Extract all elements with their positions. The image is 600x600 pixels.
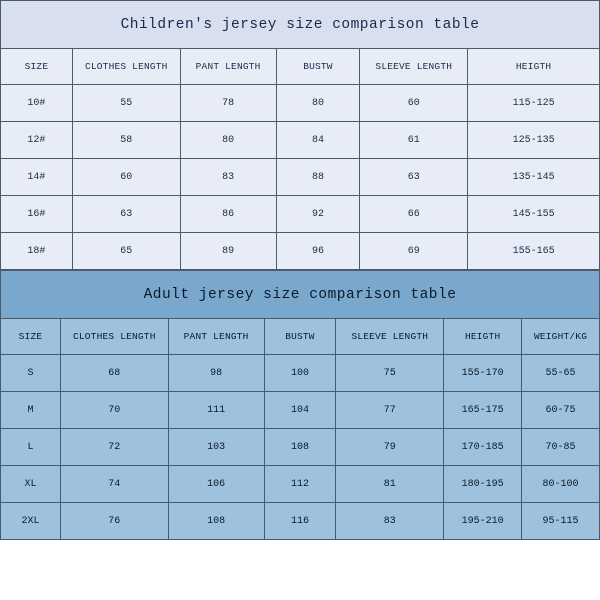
cell: 115-125 [468, 85, 600, 122]
cell: 83 [180, 159, 276, 196]
col-header: CLOTHES LENGTH [60, 319, 168, 355]
size-chart-wrapper: Children's jersey size comparison table … [0, 0, 600, 540]
cell: 65 [72, 233, 180, 270]
cell: 75 [336, 355, 444, 392]
cell: 195-210 [444, 503, 522, 540]
cell: 69 [360, 233, 468, 270]
cell: 165-175 [444, 392, 522, 429]
cell: 96 [276, 233, 360, 270]
cell: 80 [180, 122, 276, 159]
col-header: HEIGTH [444, 319, 522, 355]
cell: 55-65 [522, 355, 600, 392]
col-header: HEIGTH [468, 49, 600, 85]
cell: 60 [72, 159, 180, 196]
adult-header-row: SIZE CLOTHES LENGTH PANT LENGTH BUSTW SL… [1, 319, 600, 355]
cell: 60 [360, 85, 468, 122]
cell: 92 [276, 196, 360, 233]
cell: 180-195 [444, 466, 522, 503]
col-header: SIZE [1, 49, 73, 85]
cell: 135-145 [468, 159, 600, 196]
children-size-table: Children's jersey size comparison table … [0, 0, 600, 270]
col-header: CLOTHES LENGTH [72, 49, 180, 85]
col-header: BUSTW [276, 49, 360, 85]
cell: 63 [360, 159, 468, 196]
cell: 16# [1, 196, 73, 233]
table-row: S 68 98 100 75 155-170 55-65 [1, 355, 600, 392]
cell: 104 [264, 392, 336, 429]
children-table-title: Children's jersey size comparison table [1, 1, 600, 49]
cell: 61 [360, 122, 468, 159]
cell: 66 [360, 196, 468, 233]
cell: 70-85 [522, 429, 600, 466]
table-row: 18# 65 89 96 69 155-165 [1, 233, 600, 270]
cell: 125-135 [468, 122, 600, 159]
cell: 170-185 [444, 429, 522, 466]
cell: 100 [264, 355, 336, 392]
col-header: SLEEVE LENGTH [360, 49, 468, 85]
col-header: SIZE [1, 319, 61, 355]
cell: 10# [1, 85, 73, 122]
cell: XL [1, 466, 61, 503]
cell: 89 [180, 233, 276, 270]
cell: S [1, 355, 61, 392]
cell: 116 [264, 503, 336, 540]
cell: 80-100 [522, 466, 600, 503]
cell: 72 [60, 429, 168, 466]
cell: 63 [72, 196, 180, 233]
cell: 76 [60, 503, 168, 540]
cell: 108 [264, 429, 336, 466]
cell: 70 [60, 392, 168, 429]
cell: 98 [168, 355, 264, 392]
children-title-row: Children's jersey size comparison table [1, 1, 600, 49]
table-row: L 72 103 108 79 170-185 70-85 [1, 429, 600, 466]
cell: 77 [336, 392, 444, 429]
cell: 86 [180, 196, 276, 233]
table-row: 10# 55 78 80 60 115-125 [1, 85, 600, 122]
cell: 55 [72, 85, 180, 122]
cell: 2XL [1, 503, 61, 540]
cell: 155-170 [444, 355, 522, 392]
cell: L [1, 429, 61, 466]
cell: 83 [336, 503, 444, 540]
cell: 112 [264, 466, 336, 503]
cell: 18# [1, 233, 73, 270]
adult-table-title: Adult jersey size comparison table [1, 271, 600, 319]
cell: 111 [168, 392, 264, 429]
adult-size-table: Adult jersey size comparison table SIZE … [0, 270, 600, 540]
table-row: 12# 58 80 84 61 125-135 [1, 122, 600, 159]
cell: 108 [168, 503, 264, 540]
table-row: XL 74 106 112 81 180-195 80-100 [1, 466, 600, 503]
cell: 84 [276, 122, 360, 159]
cell: M [1, 392, 61, 429]
cell: 95-115 [522, 503, 600, 540]
adult-title-row: Adult jersey size comparison table [1, 271, 600, 319]
cell: 103 [168, 429, 264, 466]
cell: 80 [276, 85, 360, 122]
cell: 79 [336, 429, 444, 466]
cell: 145-155 [468, 196, 600, 233]
cell: 58 [72, 122, 180, 159]
table-row: 2XL 76 108 116 83 195-210 95-115 [1, 503, 600, 540]
cell: 68 [60, 355, 168, 392]
table-row: 14# 60 83 88 63 135-145 [1, 159, 600, 196]
cell: 14# [1, 159, 73, 196]
table-row: 16# 63 86 92 66 145-155 [1, 196, 600, 233]
cell: 78 [180, 85, 276, 122]
col-header: SLEEVE LENGTH [336, 319, 444, 355]
col-header: PANT LENGTH [180, 49, 276, 85]
cell: 155-165 [468, 233, 600, 270]
col-header: WEIGHT/KG [522, 319, 600, 355]
col-header: PANT LENGTH [168, 319, 264, 355]
cell: 81 [336, 466, 444, 503]
col-header: BUSTW [264, 319, 336, 355]
cell: 106 [168, 466, 264, 503]
cell: 60-75 [522, 392, 600, 429]
cell: 88 [276, 159, 360, 196]
children-header-row: SIZE CLOTHES LENGTH PANT LENGTH BUSTW SL… [1, 49, 600, 85]
table-row: M 70 111 104 77 165-175 60-75 [1, 392, 600, 429]
cell: 12# [1, 122, 73, 159]
cell: 74 [60, 466, 168, 503]
